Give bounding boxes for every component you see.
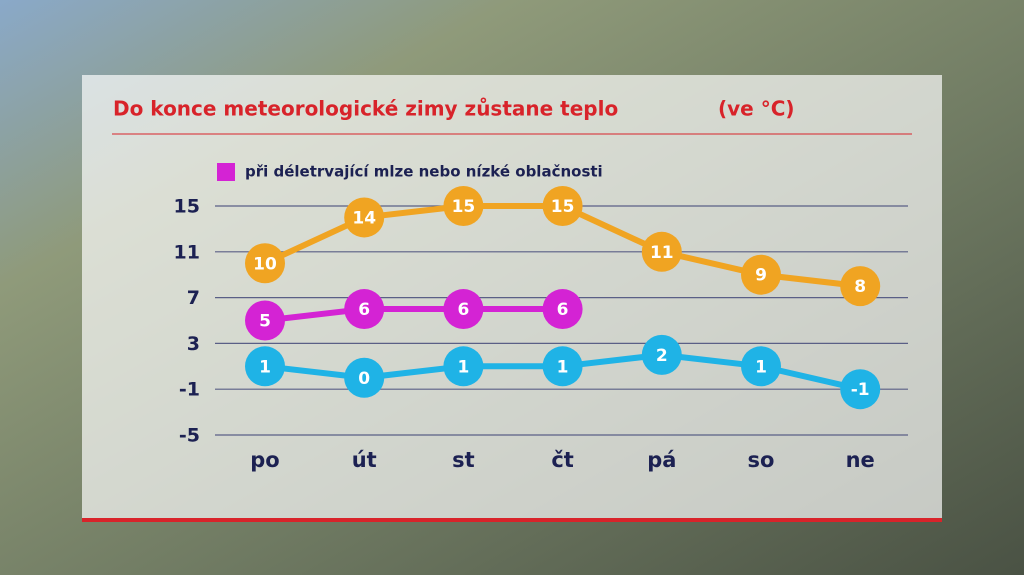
series-line [264,306,563,324]
data-label: 14 [352,208,376,228]
point-marker [443,346,484,387]
point-marker [443,186,484,226]
data-label: 5 [259,312,271,332]
data-label: 6 [358,300,370,320]
legend-swatch [217,163,235,181]
data-label: 2 [656,346,668,366]
point-marker [245,243,285,284]
data-label: 11 [650,243,674,263]
data-label: 6 [457,300,469,320]
legend-label: při déletrvající mlze nebo nízké oblačno… [245,163,603,181]
x-tick-label: po [250,448,279,472]
x-tick-label: čt [551,448,574,472]
chart-title: Do konce meteorologické zimy zůstane tep… [113,97,618,121]
point-marker [840,266,881,307]
data-label: 1 [755,357,767,377]
data-label: 8 [854,277,866,297]
y-tick-label: -1 [179,379,200,401]
point-marker [344,357,385,398]
data-label: -1 [851,380,870,400]
point-marker [245,346,285,387]
point-marker [741,254,781,295]
point-marker [741,346,781,387]
y-tick-label: 7 [187,287,200,309]
point-marker [443,289,484,330]
point-marker [641,231,682,272]
panel-bottom-bar [82,518,942,522]
x-tick-label: ne [846,448,875,472]
data-label: 6 [557,300,569,320]
y-tick-label: -5 [179,425,200,447]
data-label: 15 [551,197,575,217]
x-tick-label: pá [647,448,676,472]
x-tick-label: so [748,448,775,472]
point-marker [245,300,285,341]
y-tick-label: 15 [174,196,200,218]
point-marker [641,334,682,375]
point-marker [542,289,583,330]
point-marker [542,186,583,226]
data-label: 15 [452,197,476,217]
data-label: 1 [457,357,469,377]
data-label: 10 [253,254,277,274]
y-tick-label: 11 [174,241,200,263]
point-marker [344,289,385,330]
point-marker [840,369,881,410]
data-label: 1 [557,357,569,377]
data-label: 9 [755,266,767,286]
x-tick-label: út [352,448,377,472]
data-label: 1 [259,357,271,377]
chart-subtitle: (ve °C) [718,97,795,121]
x-tick-label: st [452,448,475,472]
point-marker [344,197,385,238]
data-label: 0 [358,369,370,389]
y-tick-label: 3 [187,333,200,355]
point-marker [542,346,583,387]
